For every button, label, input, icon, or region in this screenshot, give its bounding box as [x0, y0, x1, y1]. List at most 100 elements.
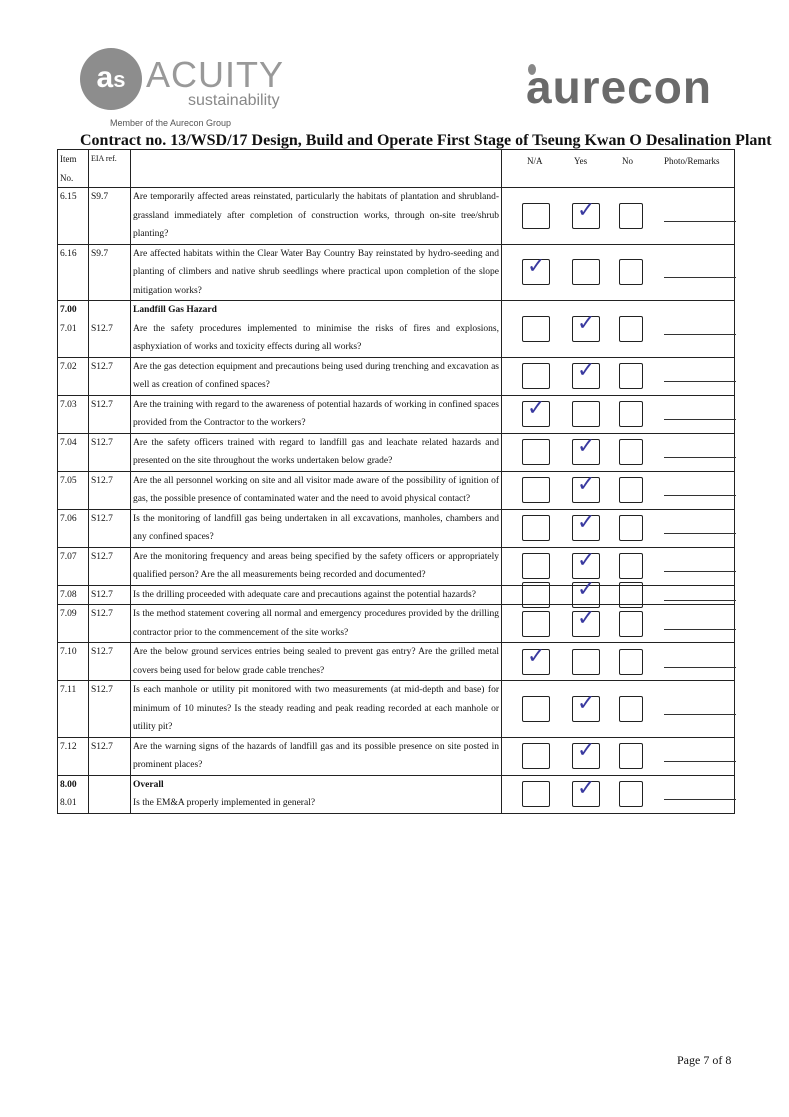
- checkbox-na[interactable]: [522, 743, 550, 769]
- checkbox-na[interactable]: [522, 515, 550, 541]
- checkbox-na[interactable]: [522, 363, 550, 389]
- eia-ref: S12.7: [91, 323, 113, 334]
- remarks-field[interactable]: [664, 457, 736, 458]
- item-question: Are the below ground services entries be…: [133, 647, 499, 676]
- checkbox-na[interactable]: [522, 315, 550, 342]
- eia-cell: S12.7: [88, 642, 131, 681]
- remarks-field[interactable]: [664, 799, 736, 800]
- remarks-field[interactable]: [664, 599, 736, 601]
- acs-logo-mark: as: [80, 48, 142, 110]
- checkbox-na[interactable]: ✓: [522, 644, 550, 675]
- checkmark-icon: ✓: [577, 776, 596, 801]
- item-question: Are the safety officers trained with reg…: [133, 437, 499, 467]
- item-number: 7.02: [60, 361, 77, 372]
- checkbox-no[interactable]: [619, 610, 643, 637]
- eia-cell: S12.7: [88, 604, 131, 643]
- checkbox-yes[interactable]: ✓: [572, 434, 600, 465]
- checkbox-yes[interactable]: ✓: [572, 691, 600, 722]
- remarks-field[interactable]: [664, 761, 736, 762]
- item-question: Are affected habitats within the Clear W…: [133, 248, 499, 296]
- item-cell: 7.04: [57, 432, 89, 472]
- checkbox-yes[interactable]: ✓: [572, 311, 600, 342]
- checkbox-na[interactable]: [522, 695, 550, 722]
- checkbox-yes[interactable]: ✓: [572, 738, 600, 769]
- description-cell: Are the safety officers trained with reg…: [130, 432, 502, 472]
- checkbox-yes[interactable]: ✓: [572, 776, 600, 807]
- options-cell: ✓: [501, 243, 736, 301]
- section-number: 8.00: [60, 779, 77, 790]
- checkmark-icon: ✓: [577, 197, 596, 223]
- item-cell: 7.03: [57, 394, 89, 434]
- eia-ref: S12.7: [91, 609, 113, 619]
- checkbox-na[interactable]: [522, 202, 550, 229]
- checkbox-yes[interactable]: ✓: [572, 198, 600, 229]
- checkmark-icon: ✓: [577, 472, 596, 497]
- eia-ref: S12.7: [91, 399, 113, 410]
- remarks-field[interactable]: [664, 381, 736, 382]
- checkbox-no[interactable]: [619, 515, 643, 541]
- remarks-field[interactable]: [664, 277, 736, 279]
- checkbox-no[interactable]: [619, 363, 643, 389]
- item-cell: 6.15: [57, 187, 89, 245]
- answer-boxes: ✓: [502, 396, 736, 427]
- checkbox-no[interactable]: [619, 315, 643, 342]
- checkbox-yes[interactable]: ✓: [572, 472, 600, 503]
- checkbox-yes[interactable]: ✓: [572, 548, 600, 579]
- checkbox-na[interactable]: [522, 553, 550, 579]
- item-number: 7.12: [60, 741, 77, 752]
- remarks-field[interactable]: [664, 220, 736, 222]
- options-cell: ✓: [501, 187, 736, 245]
- remarks-field[interactable]: [664, 333, 736, 335]
- checkbox-no[interactable]: [619, 477, 643, 503]
- checkbox-na[interactable]: ✓: [522, 254, 550, 286]
- remarks-field[interactable]: [664, 628, 736, 630]
- item-cell: 7.11: [57, 680, 89, 738]
- table-row: 7.11 S12.7 Is each manhole or utility pi…: [57, 680, 736, 738]
- checkbox-yes[interactable]: ✓: [572, 510, 600, 541]
- checkbox-yes[interactable]: [572, 259, 600, 286]
- checkbox-na[interactable]: [522, 781, 550, 807]
- checkbox-no[interactable]: [619, 401, 643, 427]
- item-number: 7.06: [60, 513, 77, 524]
- remarks-field[interactable]: [664, 713, 736, 715]
- checkbox-no[interactable]: [619, 648, 643, 675]
- description-cell: Is the monitoring of landfill gas being …: [130, 508, 502, 548]
- checkbox-na[interactable]: ✓: [522, 396, 550, 427]
- checkbox-no[interactable]: [619, 553, 643, 579]
- header-options: N/A Yes No Photo/Remarks: [501, 149, 735, 188]
- remarks-field[interactable]: [664, 666, 736, 668]
- checkbox-no[interactable]: [619, 695, 643, 722]
- remarks-field[interactable]: [664, 533, 736, 534]
- eia-cell: S9.7: [88, 187, 131, 245]
- checkmark-icon: ✓: [577, 738, 596, 763]
- remarks-field[interactable]: [664, 419, 736, 420]
- section-heading: Overall: [133, 779, 164, 790]
- answer-boxes: ✓: [502, 606, 736, 637]
- header-remarks: Photo/Remarks: [664, 156, 720, 166]
- checkmark-icon: ✓: [577, 510, 596, 535]
- checkbox-na[interactable]: [522, 439, 550, 465]
- checkbox-no[interactable]: [619, 439, 643, 465]
- checkbox-no[interactable]: [619, 743, 643, 769]
- description-cell: Is the method statement covering all nor…: [130, 604, 502, 643]
- checkmark-icon: ✓: [577, 605, 596, 631]
- checkbox-yes[interactable]: ✓: [572, 358, 600, 389]
- item-question: Is the drilling proceeded with adequate …: [133, 589, 476, 600]
- table-row: 7.02 S12.7 Are the gas detection equipme…: [57, 356, 736, 396]
- remarks-field[interactable]: [664, 495, 736, 496]
- checkbox-yes[interactable]: ✓: [572, 606, 600, 637]
- checkbox-no[interactable]: [619, 781, 643, 807]
- options-cell: ✓: [501, 394, 736, 434]
- description-cell: Is each manhole or utility pit monitored…: [130, 680, 502, 738]
- item-number: 7.11: [60, 685, 77, 695]
- checkbox-yes[interactable]: [572, 401, 600, 427]
- checkbox-yes[interactable]: [572, 648, 600, 675]
- remarks-field[interactable]: [664, 571, 736, 572]
- section-heading: Landfill Gas Hazard: [133, 305, 217, 315]
- checkbox-no[interactable]: [619, 259, 643, 286]
- checkbox-na[interactable]: [522, 477, 550, 503]
- checkbox-na[interactable]: [522, 610, 550, 637]
- item-number: 6.16: [60, 248, 77, 259]
- item-question: Are temporarily affected areas reinstate…: [133, 192, 499, 239]
- checkbox-no[interactable]: [619, 202, 643, 229]
